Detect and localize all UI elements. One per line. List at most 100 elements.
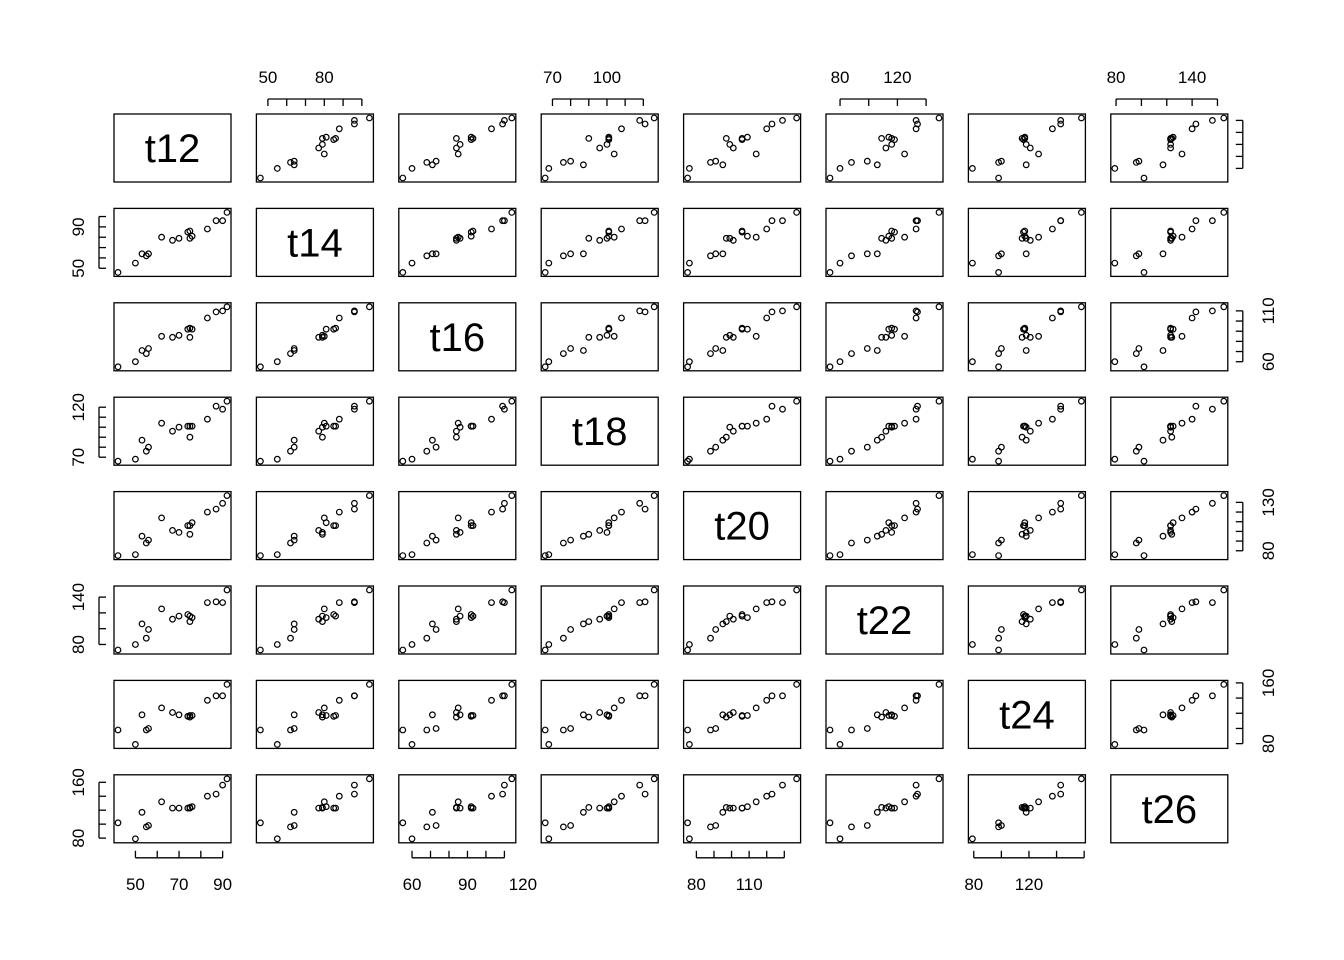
point-t16-t18-3 — [560, 350, 567, 358]
point-t24-t12-12 — [203, 696, 211, 704]
panel-t26-t20 — [682, 774, 802, 844]
point-t16-t24-4 — [998, 345, 1005, 352]
point-t24-t12-4 — [145, 725, 152, 732]
point-t18-t16-12 — [488, 415, 495, 423]
point-t16-t24-11 — [1021, 325, 1029, 333]
point-t12-t22-11 — [885, 133, 893, 141]
point-t14-t20-13 — [768, 217, 776, 225]
point-t26-t24-14 — [1057, 781, 1065, 789]
point-t14-t22-11 — [885, 232, 893, 240]
right-tick-label-t16-110: 110 — [1259, 297, 1278, 324]
top-tick-label-t18-70: 70 — [543, 68, 562, 87]
point-t22-t26-13 — [1192, 598, 1200, 606]
point-t12-t24-6 — [1026, 144, 1034, 152]
point-t22-t14-2 — [290, 620, 298, 628]
point-t22-t18-4 — [567, 626, 574, 633]
point-t14-t16-0 — [399, 269, 407, 276]
point-t22-t14-9 — [332, 612, 340, 620]
point-t18-t16-3 — [423, 447, 431, 455]
panel-t24-t26 — [1110, 679, 1229, 750]
point-t14-t26-12 — [1188, 225, 1196, 233]
point-t26-t18-15 — [650, 775, 658, 783]
point-t18-t12-7 — [175, 423, 183, 431]
point-t16-t20-4 — [712, 345, 720, 352]
point-t18-t22-12 — [912, 415, 920, 423]
panel-t24-t24 — [967, 679, 1087, 750]
point-t24-t16-14 — [501, 692, 508, 700]
point-t14-t26-4 — [1135, 250, 1143, 258]
point-t14-t12-6 — [169, 236, 176, 244]
point-t24-t16-3 — [423, 726, 431, 734]
point-t26-t22-13 — [914, 790, 921, 798]
point-t22-t18-11 — [605, 614, 613, 621]
point-t18-t12-14 — [219, 405, 227, 413]
panel-t22-t26 — [1110, 585, 1229, 655]
point-t18-t24-15 — [1077, 397, 1085, 405]
point-t16-t20-1 — [686, 358, 693, 366]
point-t20-t24-11 — [1021, 519, 1029, 527]
point-t20-t22-6 — [882, 527, 890, 534]
point-t12-t16-7 — [456, 140, 464, 148]
point-t22-t24-4 — [998, 626, 1005, 633]
point-t20-t22-5 — [901, 514, 908, 522]
point-t18-t22-6 — [882, 427, 890, 435]
point-t18-t22-10 — [878, 433, 885, 441]
point-t16-t18-6 — [596, 333, 604, 341]
point-t14-t24-0 — [995, 269, 1002, 276]
point-t16-t26-15 — [1220, 303, 1228, 311]
point-t26-t14-1 — [273, 835, 281, 843]
point-t12-t20-13 — [768, 120, 776, 128]
point-t22-t20-13 — [768, 598, 776, 606]
point-t18-t12-1 — [131, 455, 139, 463]
point-t14-t20-14 — [779, 217, 786, 225]
point-t22-t16-10 — [453, 618, 460, 625]
point-t16-t22-1 — [836, 358, 844, 366]
point-t22-t12-13 — [212, 598, 220, 606]
point-t18-t12-12 — [203, 415, 211, 423]
point-t22-t12-14 — [219, 599, 227, 606]
point-t22-t18-2 — [580, 620, 587, 628]
point-t22-t12-5 — [158, 605, 166, 613]
point-t16-t12-13 — [212, 308, 220, 316]
point-t14-t26-14 — [1208, 217, 1216, 225]
top-tick-label-t22-80: 80 — [831, 68, 850, 87]
point-t18-t22-11 — [885, 422, 893, 430]
point-t26-t24-13 — [1057, 790, 1065, 798]
point-t16-t24-14 — [1057, 307, 1065, 315]
point-t16-t26-1 — [1111, 358, 1119, 366]
point-t16-t14-10 — [319, 333, 326, 341]
point-t16-t26-0 — [1140, 363, 1148, 371]
point-t16-t18-2 — [580, 347, 587, 354]
point-t22-t18-3 — [560, 634, 567, 642]
point-t14-t26-0 — [1140, 269, 1148, 276]
point-t26-t22-15 — [935, 775, 943, 783]
point-t12-t26-10 — [1168, 134, 1176, 142]
point-t16-t24-5 — [1035, 332, 1042, 340]
point-t20-t26-14 — [1208, 499, 1216, 507]
point-t18-t24-11 — [1021, 422, 1029, 430]
point-t14-t12-7 — [175, 234, 183, 242]
point-t22-t26-10 — [1168, 618, 1176, 625]
panel-t12-t24 — [967, 113, 1087, 183]
point-t22-t12-7 — [175, 612, 183, 620]
point-t22-t24-11 — [1021, 614, 1029, 621]
point-t20-t12-10 — [186, 530, 194, 538]
point-t24-t26-14 — [1208, 692, 1216, 700]
point-t16-t22-15 — [935, 303, 943, 311]
point-t16-t26-14 — [1208, 307, 1216, 315]
point-t22-t20-0 — [684, 646, 691, 654]
point-t16-t24-2 — [1022, 347, 1030, 354]
point-t14-t22-15 — [935, 208, 943, 216]
point-t12-t14-9 — [332, 134, 340, 142]
point-t22-t16-1 — [408, 641, 416, 648]
point-t18-t26-15 — [1220, 397, 1228, 405]
point-t12-t26-14 — [1208, 116, 1216, 124]
right-tick-label-t24-160: 160 — [1259, 669, 1278, 697]
point-t26-t20-13 — [768, 790, 776, 798]
point-t12-t18-15 — [650, 114, 658, 122]
panel-t26-t22 — [825, 774, 944, 844]
point-t22-t12-6 — [169, 615, 176, 623]
diag-label-t16: t16 — [429, 316, 485, 360]
point-t18-t26-12 — [1188, 415, 1196, 423]
point-t24-t14-12 — [335, 696, 343, 704]
